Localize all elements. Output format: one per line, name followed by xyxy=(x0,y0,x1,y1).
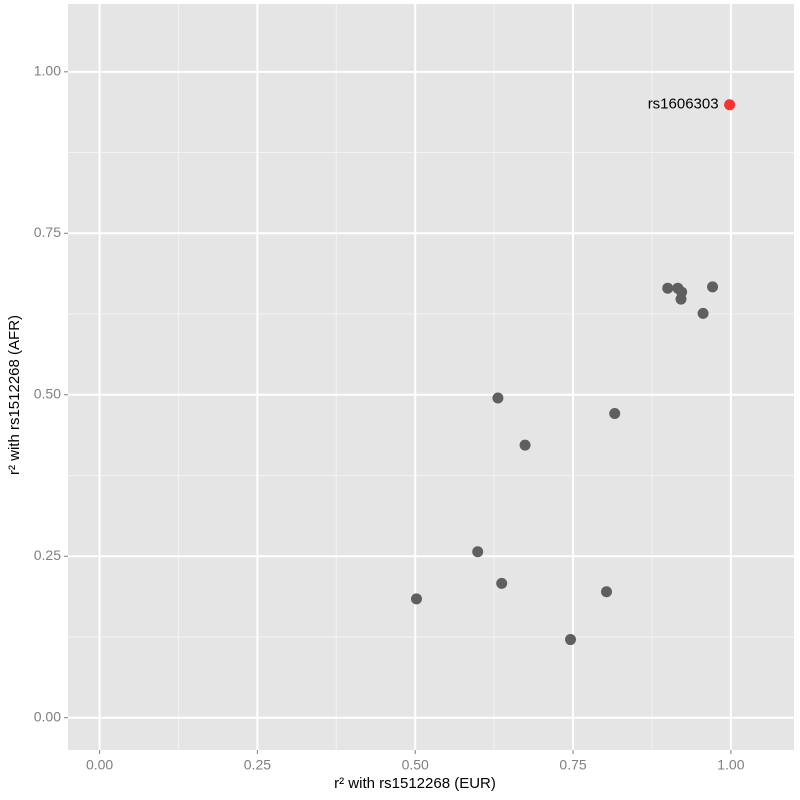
y-tick-label: 1.00 xyxy=(34,63,61,79)
x-tick-label: 0.50 xyxy=(402,757,429,773)
x-tick-label: 0.00 xyxy=(86,757,113,773)
y-tick-label: 0.25 xyxy=(34,547,61,563)
point xyxy=(601,586,613,598)
point xyxy=(724,99,736,111)
point xyxy=(492,392,504,404)
x-tick-label: 1.00 xyxy=(717,757,744,773)
x-tick-label: 0.75 xyxy=(559,757,586,773)
point-label: rs1606303 xyxy=(648,96,719,113)
point xyxy=(496,577,508,589)
panel xyxy=(68,4,794,750)
point xyxy=(675,293,687,305)
y-tick-label: 0.75 xyxy=(34,224,61,240)
point xyxy=(472,546,484,558)
point xyxy=(707,281,719,293)
y-tick-label: 0.00 xyxy=(34,708,61,724)
y-tick-label: 0.50 xyxy=(34,385,61,401)
point xyxy=(519,439,531,451)
x-axis-label: r² with rs1512268 (EUR) xyxy=(334,775,496,792)
point xyxy=(662,282,674,294)
point xyxy=(697,307,709,319)
y-axis-label: r² with rs1512268 (AFR) xyxy=(6,315,23,475)
x-tick-label: 0.25 xyxy=(244,757,271,773)
point xyxy=(609,407,621,419)
point xyxy=(410,593,422,605)
point xyxy=(565,634,577,646)
